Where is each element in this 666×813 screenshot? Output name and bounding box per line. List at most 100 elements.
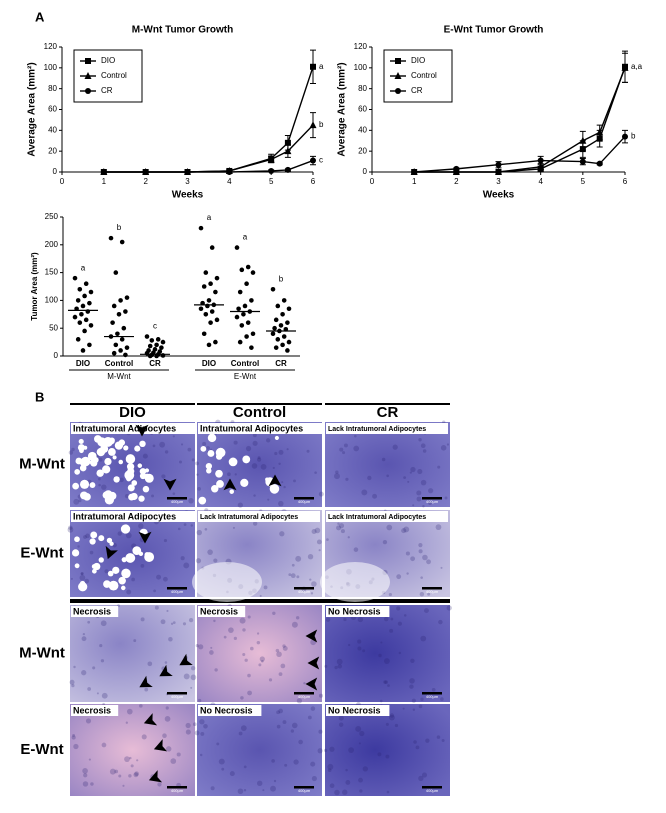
adipocyte xyxy=(103,580,111,588)
histology-image xyxy=(325,422,450,507)
tissue-texture xyxy=(293,759,299,765)
adipocyte xyxy=(144,473,151,480)
marker xyxy=(622,133,628,140)
tissue-texture xyxy=(81,636,87,642)
tissue-texture xyxy=(207,549,213,555)
tissue-texture xyxy=(80,572,84,576)
histology-image xyxy=(70,510,195,597)
data-point xyxy=(155,337,161,342)
tissue-texture xyxy=(396,606,401,611)
tissue-texture xyxy=(403,526,410,533)
tissue-texture xyxy=(273,779,277,783)
significance-letter: a xyxy=(81,263,86,272)
tissue-texture xyxy=(276,651,282,658)
adipocyte xyxy=(74,536,80,543)
data-point xyxy=(83,281,89,287)
tissue-texture xyxy=(316,539,322,545)
tissue-texture xyxy=(310,706,316,711)
tissue-texture xyxy=(71,735,76,740)
data-point xyxy=(286,306,292,312)
tissue-texture xyxy=(318,549,321,552)
tissue-texture xyxy=(422,505,425,508)
tissue-texture xyxy=(345,477,349,481)
adipocyte xyxy=(78,582,88,592)
tissue-texture xyxy=(188,618,194,623)
tissue-texture xyxy=(353,547,359,552)
tissue-texture xyxy=(187,447,192,452)
scale-bar-label: 400µm xyxy=(426,589,439,594)
tissue-texture xyxy=(204,527,208,531)
data-point xyxy=(110,320,115,325)
tissue-texture xyxy=(192,722,197,727)
tissue-texture xyxy=(420,443,426,449)
tissue-texture xyxy=(221,767,225,771)
tissue-texture xyxy=(343,443,348,448)
tissue-texture xyxy=(259,656,265,662)
tissue-texture xyxy=(104,569,109,574)
tissue-texture xyxy=(213,619,216,623)
tissue-texture xyxy=(82,632,86,636)
column-header: Control xyxy=(233,404,286,421)
data-point xyxy=(88,323,94,328)
data-point xyxy=(280,342,285,348)
tissue-texture xyxy=(288,573,292,577)
scale-bar xyxy=(167,587,187,590)
adipocyte xyxy=(205,462,213,470)
chart-title: E-Wnt Tumor Growth xyxy=(444,25,544,36)
y-tick-label: 80 xyxy=(358,84,367,93)
tissue-texture xyxy=(421,772,428,778)
tissue-texture xyxy=(163,538,168,543)
tissue-texture xyxy=(128,774,132,778)
tissue-texture xyxy=(129,756,132,760)
adipocyte xyxy=(269,484,280,494)
tissue-texture xyxy=(271,759,275,763)
y-tick-label: 0 xyxy=(54,351,59,360)
tissue-texture xyxy=(284,763,288,767)
tissue-texture xyxy=(418,543,423,548)
tissue-texture xyxy=(258,663,262,667)
tissue-texture xyxy=(422,554,428,561)
tissue-texture xyxy=(266,438,271,443)
data-point xyxy=(72,314,78,320)
series-line xyxy=(103,159,314,173)
x-tick-label: 1 xyxy=(412,177,417,186)
x-tick-label: Control xyxy=(105,359,133,368)
tissue-texture xyxy=(278,449,284,455)
tissue-texture xyxy=(424,608,429,613)
tissue-texture xyxy=(81,670,87,676)
data-point xyxy=(121,325,127,331)
tissue-texture xyxy=(237,788,244,795)
tissue-texture xyxy=(209,650,214,655)
tissue-texture xyxy=(183,523,187,526)
tissue-texture xyxy=(165,746,172,752)
x-tick-label: 2 xyxy=(143,177,148,186)
tissue-texture xyxy=(238,731,243,736)
tissue-texture xyxy=(161,474,166,479)
arrow xyxy=(143,713,158,726)
y-tick-label: 120 xyxy=(354,42,368,51)
tissue-texture xyxy=(210,646,213,649)
tissue-texture xyxy=(256,640,261,645)
histology-image xyxy=(325,704,450,796)
tissue-texture xyxy=(382,539,388,545)
tissue-texture xyxy=(73,498,80,505)
column-header: DIO xyxy=(119,404,146,421)
y-tick-label: 0 xyxy=(53,167,58,176)
tissue-texture xyxy=(385,754,390,759)
caption-bg xyxy=(326,423,448,434)
y-tick-label: 50 xyxy=(49,323,58,332)
tissue-texture xyxy=(195,558,202,564)
point-annotation: a,a xyxy=(631,62,643,71)
tissue-texture xyxy=(418,775,424,782)
tissue-texture xyxy=(136,759,139,762)
y-tick-label: 100 xyxy=(45,296,59,305)
tissue-texture xyxy=(210,786,215,791)
tissue-texture xyxy=(280,663,286,669)
arrow xyxy=(163,478,177,491)
data-point xyxy=(208,320,213,325)
tissue-texture xyxy=(80,572,84,576)
tissue-texture xyxy=(70,577,73,580)
tissue-texture xyxy=(96,692,99,695)
tissue-texture xyxy=(406,572,409,575)
tissue-texture xyxy=(85,718,92,724)
